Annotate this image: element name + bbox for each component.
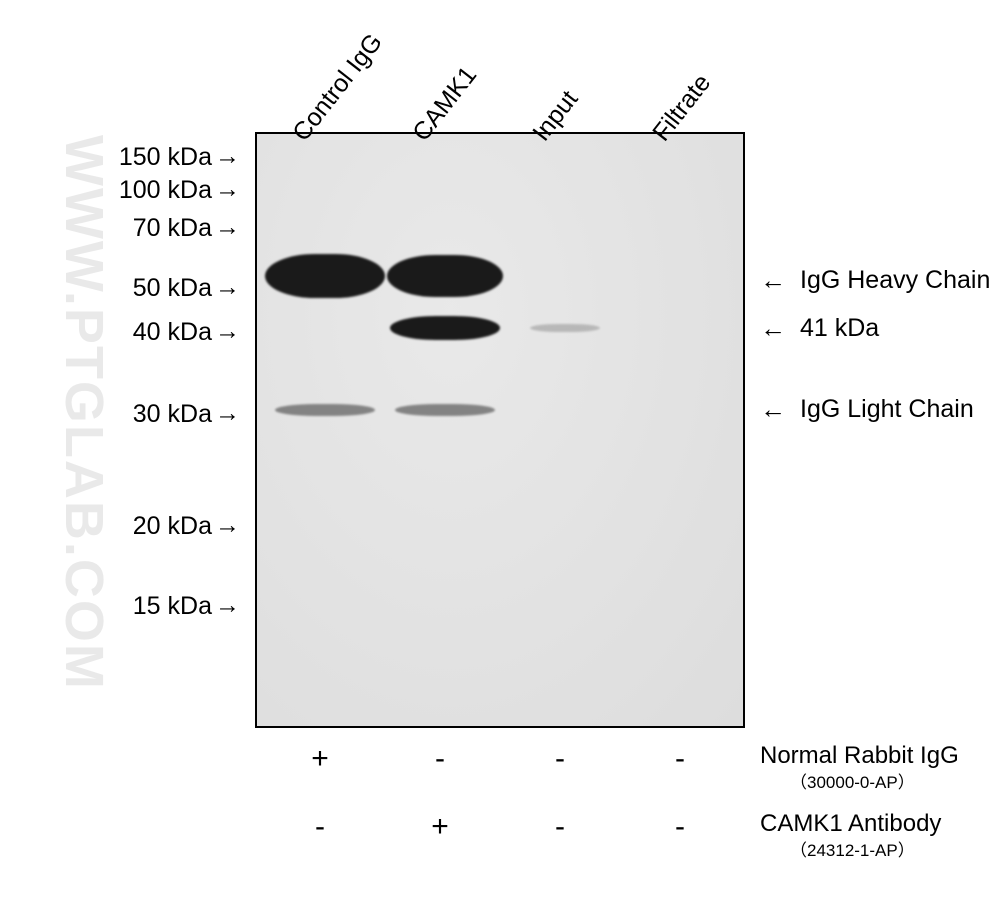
arrow-right-icon: → (215, 175, 240, 204)
right-annotation-label: IgG Light Chain (800, 395, 974, 424)
band (265, 254, 385, 298)
arrow-right-icon: → (215, 591, 240, 620)
figure-container: WWW.PTGLAB.COM Control IgGCAMK1InputFilt… (0, 0, 1000, 903)
antibody-label: Normal Rabbit IgG (760, 742, 959, 770)
arrow-right-icon: → (215, 142, 240, 171)
band (275, 404, 375, 416)
mw-label: 100 kDa (72, 176, 212, 205)
mw-label: 40 kDa (72, 318, 212, 347)
arrow-left-icon: ← (760, 313, 786, 344)
mw-label: 20 kDa (72, 512, 212, 541)
mw-label: 30 kDa (72, 400, 212, 429)
arrow-right-icon: → (215, 511, 240, 540)
mw-label: 50 kDa (72, 274, 212, 303)
plus-mark: + (420, 810, 460, 844)
right-annotation-label: IgG Heavy Chain (800, 266, 990, 295)
arrow-left-icon: ← (760, 265, 786, 296)
arrow-right-icon: → (215, 317, 240, 346)
band (387, 255, 503, 297)
minus-mark: - (660, 810, 700, 844)
band (390, 316, 500, 340)
arrow-right-icon: → (215, 213, 240, 242)
minus-mark: - (540, 810, 580, 844)
mw-label: 70 kDa (72, 214, 212, 243)
arrow-right-icon: → (215, 273, 240, 302)
antibody-catalog: （24312-1-AP） (790, 836, 915, 861)
lane-label: Control IgG (287, 28, 389, 147)
minus-mark: - (300, 810, 340, 844)
minus-mark: - (660, 742, 700, 776)
plus-mark: + (300, 742, 340, 776)
mw-label: 150 kDa (72, 143, 212, 172)
arrow-left-icon: ← (760, 394, 786, 425)
arrow-right-icon: → (215, 399, 240, 428)
blot-area (255, 132, 745, 728)
band (530, 324, 600, 332)
right-annotation-label: 41 kDa (800, 314, 879, 343)
band (395, 404, 495, 416)
antibody-catalog: （30000-0-AP） (790, 768, 915, 793)
mw-label: 15 kDa (72, 592, 212, 621)
minus-mark: - (540, 742, 580, 776)
antibody-label: CAMK1 Antibody (760, 810, 941, 838)
minus-mark: - (420, 742, 460, 776)
